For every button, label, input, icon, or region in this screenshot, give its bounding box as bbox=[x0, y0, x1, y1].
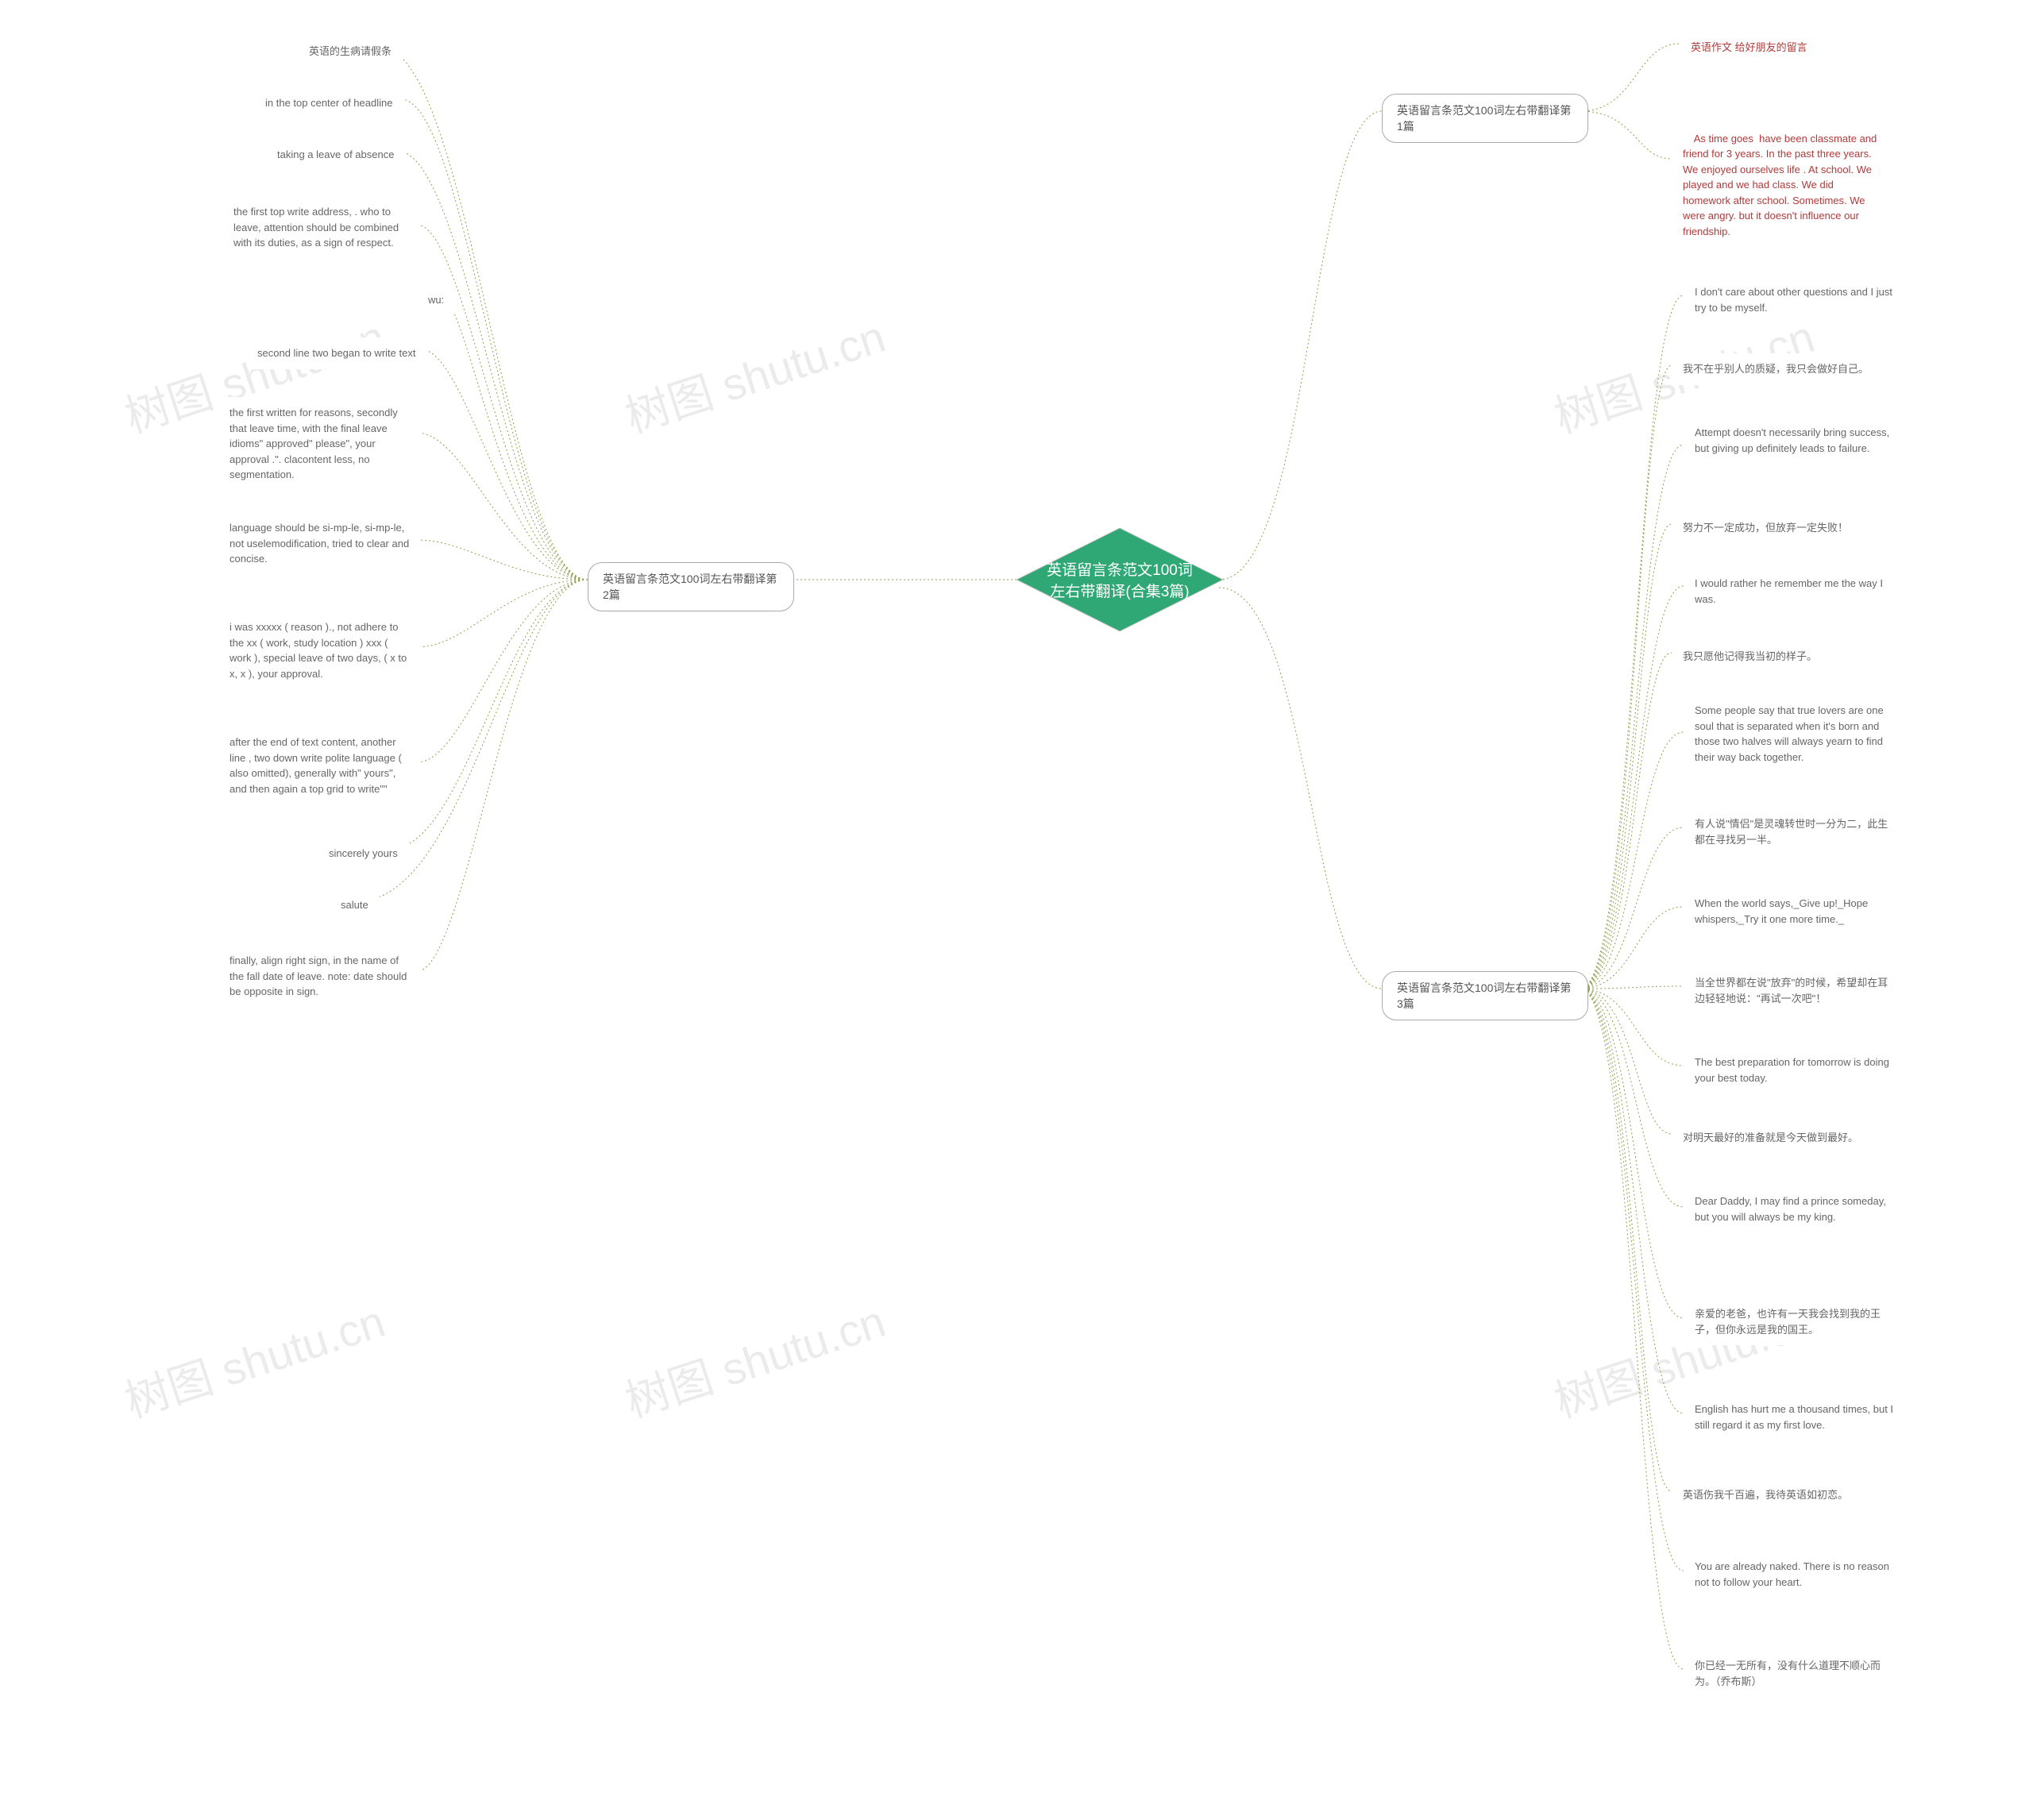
b3-leaf-9[interactable]: 当全世界都在说"放弃"的时候，希望却在耳边轻轻地说："再试一次吧"！ bbox=[1684, 967, 1906, 1014]
b3-leaf-12[interactable]: Dear Daddy, I may find a prince someday,… bbox=[1684, 1186, 1906, 1232]
b2-leaf-3[interactable]: the first top write address, . who to le… bbox=[222, 196, 421, 259]
b1-leaf-0[interactable]: 英语作文 给好朋友的留言 bbox=[1680, 32, 1819, 64]
b2-leaf-7[interactable]: language should be si-mp-le, si-mp-le, n… bbox=[218, 512, 421, 575]
b3-leaf-6[interactable]: Some people say that true lovers are one… bbox=[1684, 695, 1906, 773]
branch-3-label: 英语留言条范文100词左右带翻译第3篇 bbox=[1397, 981, 1571, 1010]
b2-leaf-5[interactable]: second line two began to write text bbox=[246, 337, 426, 369]
center-node[interactable]: 英语留言条范文100词左右带翻译(合集3篇) bbox=[1016, 528, 1223, 631]
b3-leaf-5[interactable]: 我只愿他记得我当初的样子。 bbox=[1672, 641, 1828, 673]
b2-leaf-12[interactable]: finally, align right sign, in the name o… bbox=[218, 945, 421, 1008]
watermark: 树图 shutu.cn bbox=[116, 1286, 392, 1431]
b2-leaf-9[interactable]: after the end of text content, another l… bbox=[218, 727, 421, 804]
b3-leaf-2[interactable]: Attempt doesn't necessarily bring succes… bbox=[1684, 417, 1906, 464]
watermark: 树图 shutu.cn bbox=[616, 302, 893, 446]
b3-leaf-17[interactable]: 你已经一无所有，没有什么道理不顺心而为。（乔布斯） bbox=[1684, 1650, 1906, 1697]
branch-2-label: 英语留言条范文100词左右带翻译第2篇 bbox=[603, 573, 777, 601]
b2-leaf-8[interactable]: i was xxxxx ( reason )., not adhere to t… bbox=[218, 611, 421, 689]
center-title: 英语留言条范文100词左右带翻译(合集3篇) bbox=[1016, 558, 1223, 601]
b3-leaf-3[interactable]: 努力不一定成功，但放弃一定失败！ bbox=[1672, 512, 1859, 544]
b3-leaf-0[interactable]: I don't care about other questions and I… bbox=[1684, 276, 1906, 323]
branch-1[interactable]: 英语留言条范文100词左右带翻译第1篇 bbox=[1382, 94, 1588, 143]
b3-leaf-1[interactable]: 我不在乎别人的质疑，我只会做好自己。 bbox=[1672, 353, 1880, 385]
branch-1-label: 英语留言条范文100词左右带翻译第1篇 bbox=[1397, 104, 1571, 133]
b3-leaf-7[interactable]: 有人说"情侣"是灵魂转世时一分为二，此生都在寻找另一半。 bbox=[1684, 808, 1906, 855]
b2-leaf-2[interactable]: taking a leave of absence bbox=[266, 139, 405, 171]
b3-leaf-11[interactable]: 对明天最好的准备就是今天做到最好。 bbox=[1672, 1122, 1869, 1154]
b2-leaf-4[interactable]: wu: bbox=[417, 284, 455, 316]
b2-leaf-0[interactable]: 英语的生病请假条 bbox=[298, 36, 403, 67]
b3-leaf-13[interactable]: 亲爱的老爸，也许有一天我会找到我的王子，但你永远是我的国王。 bbox=[1684, 1298, 1906, 1345]
b3-leaf-10[interactable]: The best preparation for tomorrow is doi… bbox=[1684, 1047, 1906, 1093]
b3-leaf-4[interactable]: I would rather he remember me the way I … bbox=[1684, 568, 1906, 615]
b3-leaf-15[interactable]: 英语伤我千百遍，我待英语如初恋。 bbox=[1672, 1479, 1859, 1511]
b2-leaf-10[interactable]: sincerely yours bbox=[318, 838, 409, 870]
watermark: 树图 shutu.cn bbox=[616, 1286, 893, 1431]
b3-leaf-8[interactable]: When the world says,_Give up!_Hope whisp… bbox=[1684, 888, 1906, 935]
branch-2[interactable]: 英语留言条范文100词左右带翻译第2篇 bbox=[588, 562, 794, 611]
b2-leaf-11[interactable]: salute bbox=[330, 889, 380, 921]
b1-leaf-1[interactable]: As time goes have been classmate and fri… bbox=[1672, 107, 1894, 247]
b2-leaf-1[interactable]: in the top center of headline bbox=[254, 87, 403, 119]
branch-3[interactable]: 英语留言条范文100词左右带翻译第3篇 bbox=[1382, 971, 1588, 1020]
b2-leaf-6[interactable]: the first written for reasons, secondly … bbox=[218, 397, 421, 491]
b3-leaf-14[interactable]: English has hurt me a thousand times, bu… bbox=[1684, 1394, 1906, 1440]
b3-leaf-16[interactable]: You are already naked. There is no reaso… bbox=[1684, 1551, 1906, 1598]
